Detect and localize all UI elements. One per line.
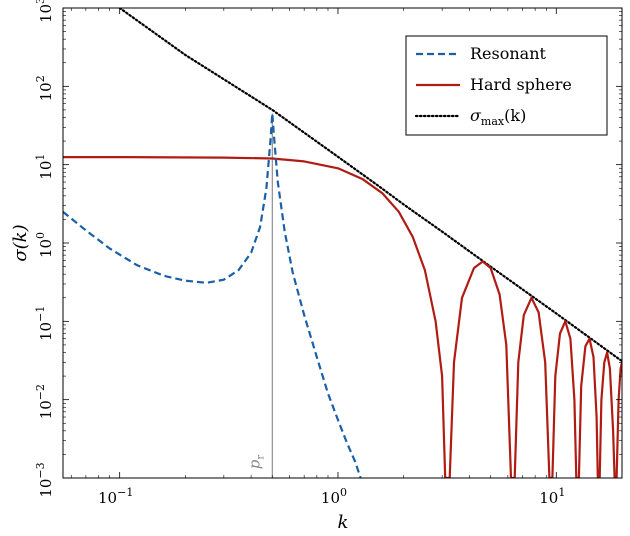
y-tick-label: 10−3 <box>34 462 55 497</box>
x-axis-label: k <box>338 512 349 533</box>
y-tick-label: 10−1 <box>34 306 55 341</box>
resonance-marker-label: pr <box>245 455 266 470</box>
legend-label: Hard sphere <box>470 75 572 94</box>
legend-label: Resonant <box>470 44 547 63</box>
plot-frame <box>62 7 623 479</box>
x-tick-label: 100 <box>321 486 347 507</box>
annotation-layer: pr <box>245 113 273 478</box>
series-line-sigma-max <box>118 8 622 363</box>
tick-labels-layer: 10−1 100 101 10−3 10−2 10−1 100 101 102 103 <box>34 0 565 507</box>
y-tick-label: 101 <box>34 154 55 180</box>
y-tick-label: 10−2 <box>34 384 55 419</box>
x-tick-label: 10−1 <box>98 486 133 507</box>
y-tick-label: 102 <box>34 75 55 101</box>
series-layer <box>63 8 622 478</box>
x-tick-label: 101 <box>539 486 565 507</box>
y-tick-label: 100 <box>34 232 55 258</box>
series-line-hard-sphere <box>63 156 622 478</box>
legend-label: σmax(k) <box>470 106 526 128</box>
legend: Resonant Hard sphere σmax(k) <box>405 35 608 136</box>
series-line-resonant <box>63 112 362 478</box>
y-axis-label: σ(k) <box>10 224 31 261</box>
y-tick-label: 103 <box>34 0 55 23</box>
